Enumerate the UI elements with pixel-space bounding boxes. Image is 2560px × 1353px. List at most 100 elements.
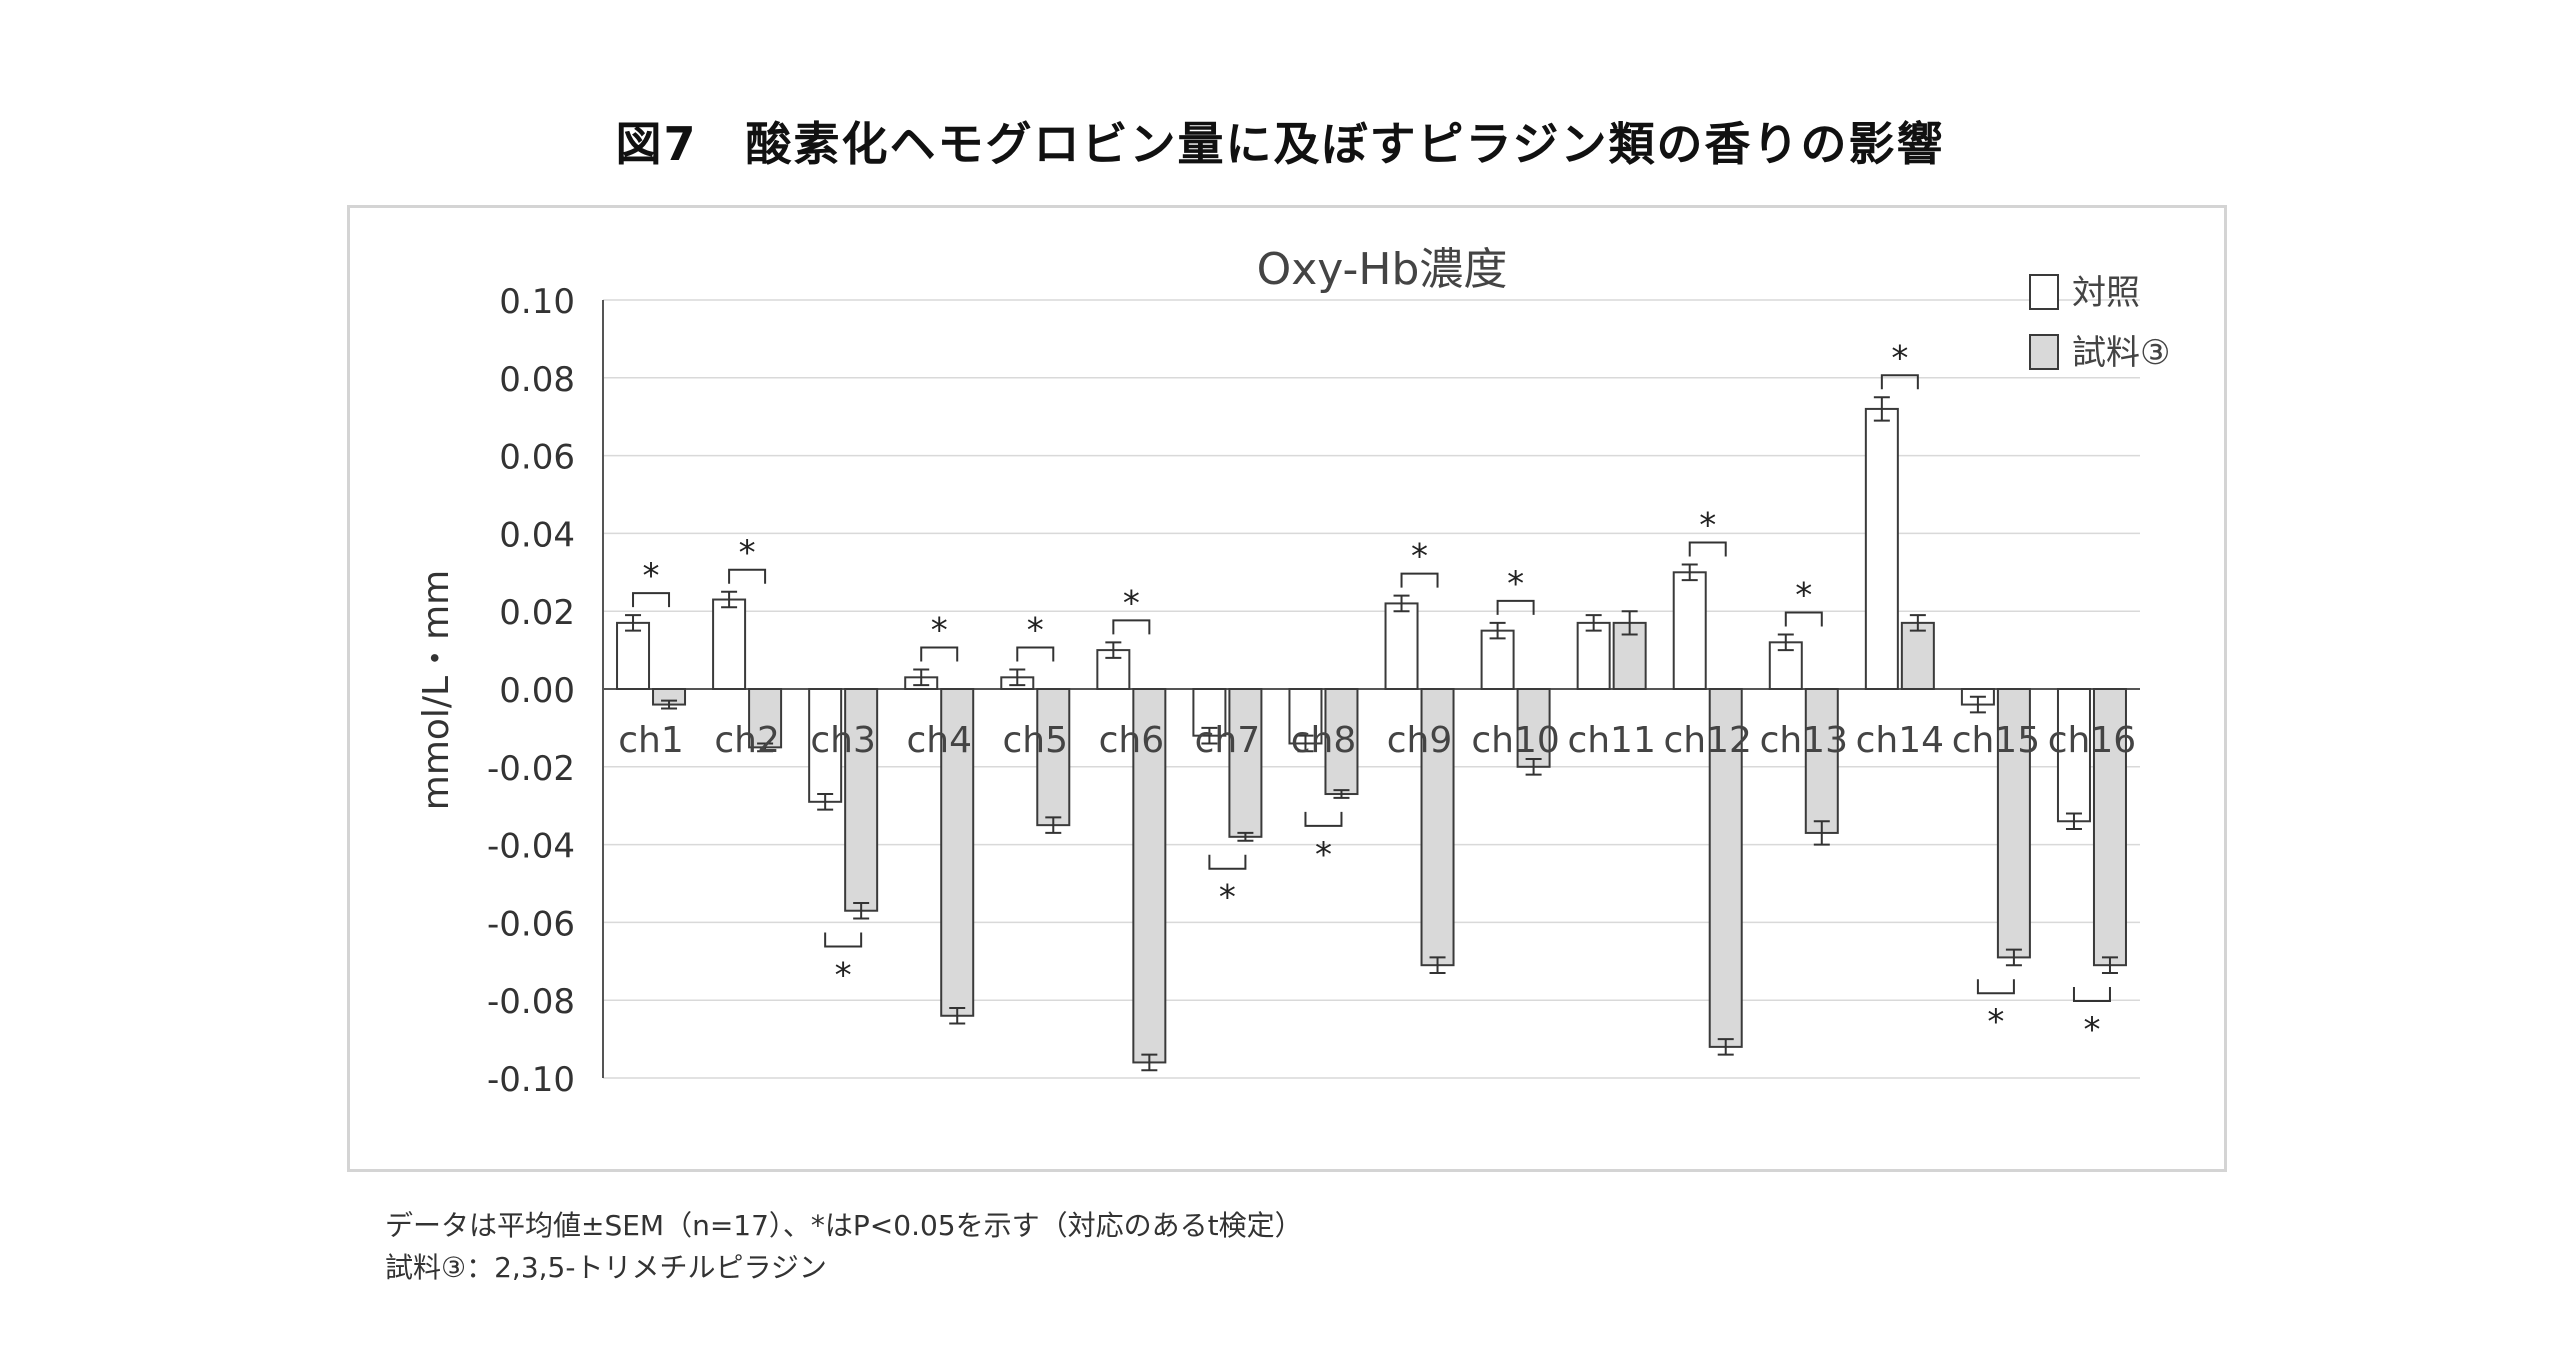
significance-mark: *: [1784, 576, 1823, 627]
x-tick-label: ch5: [1003, 720, 1069, 761]
x-tick-label: ch2: [714, 720, 780, 761]
y-tick-label: 0.00: [499, 671, 575, 711]
y-tick-label: 0.10: [499, 282, 575, 322]
significance-bracket: [1688, 541, 1727, 557]
y-tick-label: 0.02: [499, 593, 575, 633]
bar-control: [1480, 629, 1515, 691]
significance-asterisk: *: [1219, 878, 1236, 918]
bar-sample: [1516, 688, 1551, 768]
legend-label-control: 対照: [2072, 273, 2140, 313]
significance-asterisk: *: [1987, 1002, 2004, 1042]
x-tick-label: ch11: [1567, 720, 1655, 761]
bar-sample: [940, 688, 975, 1017]
chart-frame: [347, 205, 2227, 1172]
bar-control: [1672, 571, 1707, 690]
significance-asterisk: *: [1699, 506, 1716, 546]
figure-title: 図7 酸素化ヘモグロビン量に及ぼすピラジン類の香りの影響: [615, 117, 1945, 171]
significance-bracket: [1304, 811, 1343, 827]
chart-title: Oxy-Hb濃度: [1257, 244, 1508, 295]
y-tick-label: 0.04: [499, 515, 575, 555]
x-tick-label: ch10: [1471, 720, 1559, 761]
y-tick-label: 0.08: [499, 360, 575, 400]
bar-sample: [1804, 688, 1839, 834]
bar-control: [2056, 688, 2091, 823]
x-tick-label: ch3: [810, 720, 876, 761]
significance-asterisk: *: [1123, 583, 1140, 623]
significance-bracket: [1112, 619, 1151, 635]
y-tick-label: -0.10: [487, 1060, 575, 1100]
bar-sample: [1324, 688, 1359, 796]
significance-asterisk: *: [931, 611, 948, 651]
x-tick-label: ch8: [1291, 720, 1357, 761]
significance-mark: *: [824, 932, 863, 996]
bar-control: [1576, 621, 1611, 690]
footnote-stats: データは平均値±SEM（n=17）、*はP<0.05を示す（対応のあるt検定）: [385, 1209, 1303, 1242]
labels-layer: 0.10 0.08 0.06 0.04 0.02 0.00 -0.02 -0.04 -0.06 -…: [487, 282, 2136, 1100]
bar-sample: [844, 688, 879, 912]
y-tick-label: -0.08: [487, 982, 575, 1022]
footnote-sample: 試料③：2,3,5-トリメチルピラジン: [385, 1251, 827, 1284]
x-tick-label: ch15: [1952, 720, 2040, 761]
legend: 対照 試料③: [2029, 273, 2170, 373]
significance-asterisk: *: [2083, 1010, 2100, 1050]
significance-asterisk: *: [1027, 611, 1044, 651]
y-axis-label: mmol/L・mm: [416, 570, 457, 811]
significance-asterisk: *: [1411, 537, 1428, 577]
significance-asterisk: *: [739, 533, 756, 573]
bar-sample: [2092, 688, 2127, 967]
significance-bracket: [632, 592, 671, 608]
significance-bracket: [1016, 646, 1055, 662]
y-tick-label: -0.02: [487, 749, 575, 789]
significance-bracket: [1400, 572, 1439, 588]
y-tick-label: 0.06: [499, 438, 575, 478]
bar-sample: [1996, 688, 2031, 959]
significance-mark: *: [1880, 338, 1919, 390]
significance-asterisk: *: [1795, 576, 1812, 616]
x-tick-label: ch13: [1760, 720, 1848, 761]
x-tick-label: ch14: [1856, 720, 1944, 761]
significance-mark: *: [1688, 506, 1727, 557]
significance-asterisk: *: [1891, 338, 1908, 378]
significance-bracket: [1784, 611, 1823, 627]
significance-asterisk: *: [643, 556, 660, 596]
x-tick-label: ch4: [906, 720, 972, 761]
y-tick-label: -0.06: [487, 904, 575, 944]
x-tick-label: ch12: [1664, 720, 1752, 761]
significance-mark: *: [1400, 537, 1439, 588]
bar-sample: [748, 688, 783, 749]
legend-swatch-sample: [2029, 334, 2059, 370]
x-tick-label: ch9: [1387, 720, 1453, 761]
significance-bracket: [920, 646, 959, 662]
bar-control: [1384, 602, 1419, 690]
significance-bracket: [2072, 986, 2111, 1002]
significance-mark: *: [1976, 979, 2015, 1042]
significance-mark: *: [1304, 811, 1343, 875]
significance-asterisk: *: [835, 956, 852, 996]
significance-asterisk: *: [1315, 835, 1332, 875]
bar-control: [712, 598, 747, 691]
significance-mark: *: [1208, 854, 1247, 918]
significance-mark: *: [632, 556, 671, 608]
significance-bracket: [1208, 854, 1247, 870]
significance-mark: *: [1016, 611, 1055, 662]
legend-label-sample: 試料③: [2072, 333, 2170, 373]
significance-bracket: [728, 568, 767, 584]
significance-bracket: [1976, 979, 2015, 995]
x-tick-label: ch16: [2048, 720, 2136, 761]
bar-control: [616, 621, 651, 690]
significance-bracket: [824, 932, 863, 948]
x-tick-label: ch6: [1099, 720, 1165, 761]
significance-mark: *: [1496, 564, 1535, 615]
significance-bracket: [1880, 374, 1919, 390]
significance-mark: *: [920, 611, 959, 662]
legend-swatch-control: [2029, 274, 2059, 310]
bars-layer: [616, 396, 2127, 1072]
bar-control: [1288, 688, 1323, 745]
significance-mark: *: [2072, 986, 2111, 1050]
x-tick-label: ch7: [1195, 720, 1261, 761]
footnotes: データは平均値±SEM（n=17）、*はP<0.05を示す（対応のあるt検定） …: [385, 1205, 1303, 1289]
bar-sample: [1228, 688, 1263, 838]
bar-control: [1864, 407, 1899, 690]
bar-sample: [1708, 688, 1743, 1048]
